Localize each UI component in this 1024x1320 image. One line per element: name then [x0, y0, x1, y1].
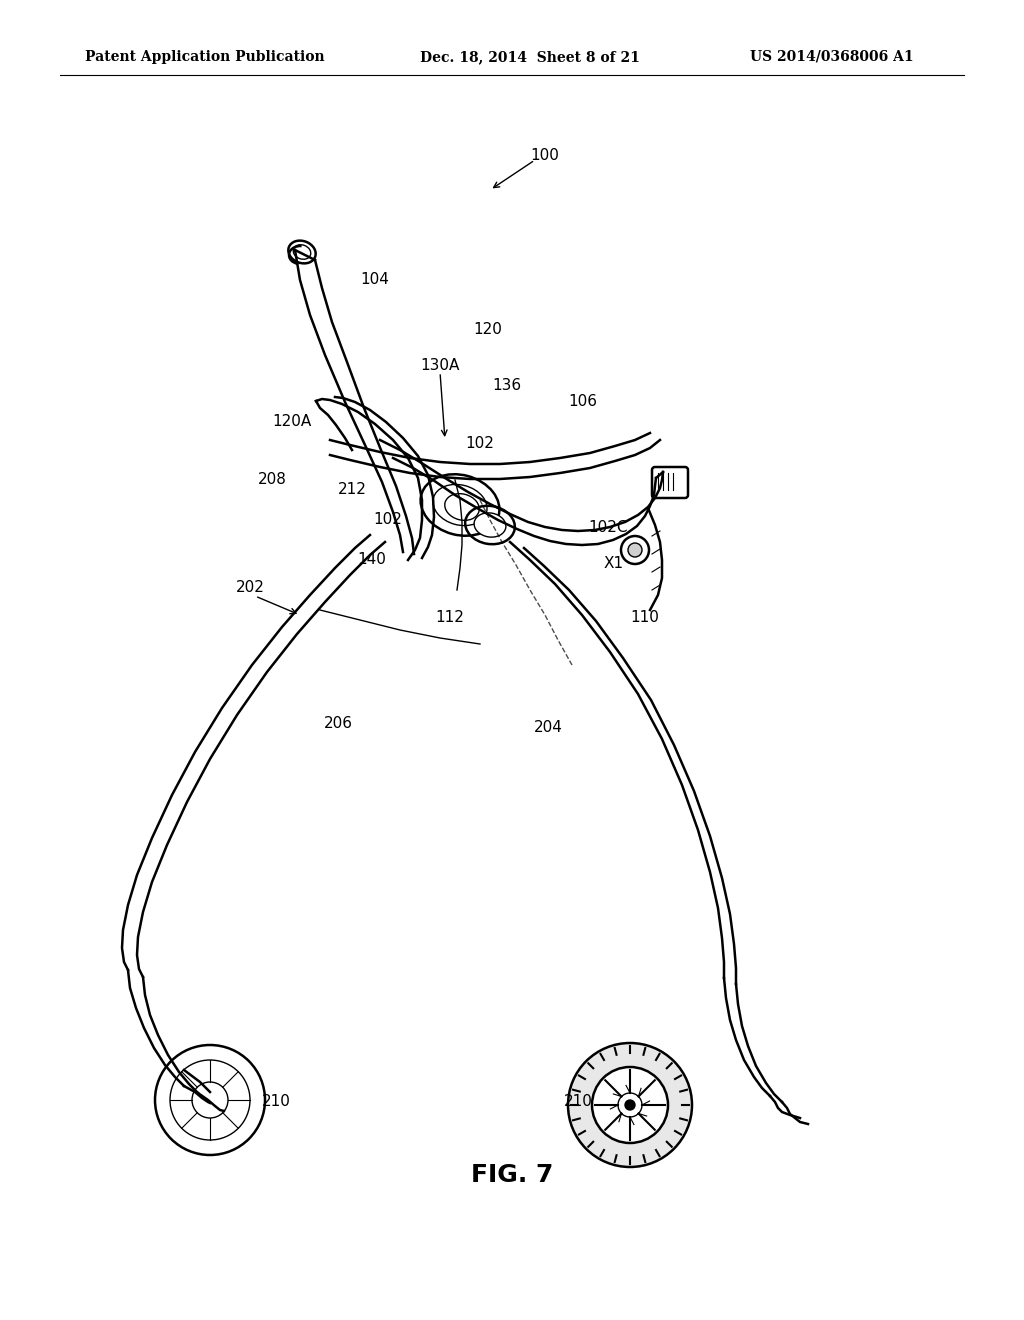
- Text: 100: 100: [530, 148, 559, 162]
- Text: X1: X1: [604, 556, 624, 570]
- Ellipse shape: [474, 513, 506, 537]
- Text: 120A: 120A: [272, 414, 311, 429]
- Text: 208: 208: [258, 473, 287, 487]
- Text: Dec. 18, 2014  Sheet 8 of 21: Dec. 18, 2014 Sheet 8 of 21: [420, 50, 640, 63]
- Text: 140: 140: [357, 553, 386, 568]
- Text: 106: 106: [568, 395, 597, 409]
- Text: Patent Application Publication: Patent Application Publication: [85, 50, 325, 63]
- Text: 102: 102: [466, 437, 495, 451]
- Text: 104: 104: [360, 272, 389, 288]
- Text: 210: 210: [563, 1094, 593, 1110]
- Text: 210: 210: [261, 1094, 291, 1110]
- Text: 202: 202: [236, 581, 264, 595]
- Text: 102C: 102C: [588, 520, 628, 536]
- Circle shape: [625, 1100, 635, 1110]
- Text: 212: 212: [338, 483, 367, 498]
- Circle shape: [628, 543, 642, 557]
- Text: 206: 206: [324, 715, 352, 730]
- Text: 120: 120: [473, 322, 503, 338]
- Text: FIG. 7: FIG. 7: [471, 1163, 553, 1187]
- Text: 110: 110: [631, 610, 659, 624]
- Text: 112: 112: [435, 610, 465, 626]
- Text: 136: 136: [493, 378, 521, 392]
- Ellipse shape: [444, 494, 479, 520]
- Text: 130A: 130A: [420, 358, 460, 372]
- Text: US 2014/0368006 A1: US 2014/0368006 A1: [750, 50, 913, 63]
- Circle shape: [568, 1043, 692, 1167]
- Text: 102: 102: [374, 512, 402, 528]
- Circle shape: [592, 1067, 668, 1143]
- Text: 204: 204: [534, 721, 562, 735]
